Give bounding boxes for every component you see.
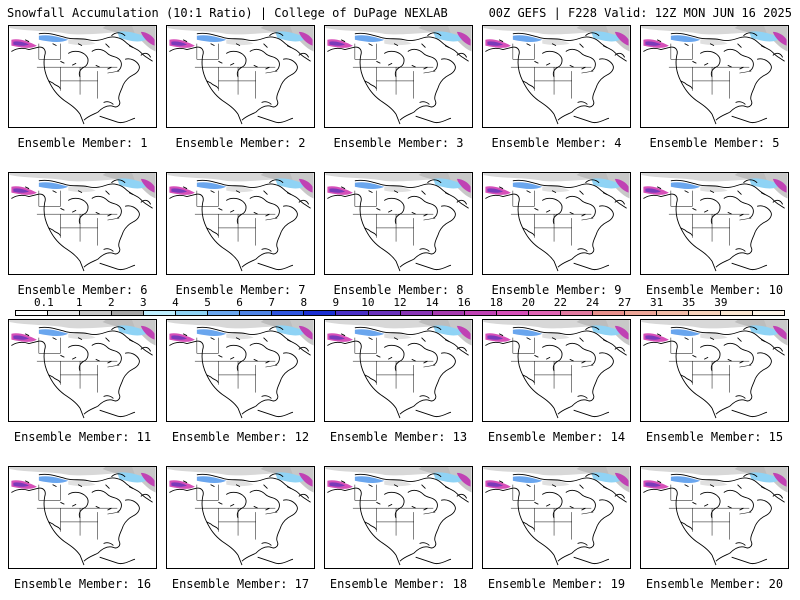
colorbar-swatch [144, 311, 177, 315]
member-label: Ensemble Member: 5 [649, 136, 780, 150]
colorbar-swatch [336, 311, 369, 315]
colorbar-swatch [624, 311, 657, 315]
colorbar-tick-label: 16 [457, 296, 471, 309]
colorbar-swatch [272, 311, 305, 315]
member-map-16 [8, 466, 157, 569]
colorbar-tick-label: 1 [75, 296, 83, 309]
colorbar-swatch [721, 311, 754, 315]
member-map-9 [482, 172, 631, 275]
colorbar-tick-label: 9 [332, 296, 340, 309]
member-label: Ensemble Member: 8 [333, 283, 464, 297]
colorbar-swatch [464, 311, 497, 315]
colorbar-swatch [753, 311, 785, 315]
member-label: Ensemble Member: 11 [13, 430, 152, 444]
member-label: Ensemble Member: 12 [171, 430, 310, 444]
member-map-17 [166, 466, 315, 569]
colorbar-tick-label: 6 [236, 296, 243, 309]
colorbar-swatch [48, 311, 81, 315]
colorbar-tick-label: 22 [553, 296, 568, 309]
colorbar-swatch [592, 311, 625, 315]
colorbar-swatch [240, 311, 273, 315]
member-label: Ensemble Member: 16 [13, 577, 152, 591]
colorbar-swatch [496, 311, 529, 315]
colorbar-tick-label: 35 [682, 296, 696, 309]
member-label: Ensemble Member: 15 [645, 430, 784, 444]
colorbar-swatch [656, 311, 689, 315]
member-map-15 [640, 319, 789, 422]
colorbar-tick-label: 12 [393, 296, 407, 309]
member-label: Ensemble Member: 9 [491, 283, 622, 297]
snowfall-colorbar [15, 310, 785, 316]
colorbar-swatch [688, 311, 722, 315]
member-label: Ensemble Member: 14 [487, 430, 626, 444]
member-map-2 [166, 25, 315, 128]
colorbar-swatch [112, 311, 145, 315]
member-map-10 [640, 172, 789, 275]
colorbar-tick-label: 31 [650, 296, 664, 309]
member-label: Ensemble Member: 13 [329, 430, 468, 444]
run-info: 00Z GEFS | F228 Valid: 12Z MON JUN 16 20… [488, 6, 792, 20]
colorbar-swatch [304, 311, 337, 315]
member-label: Ensemble Member: 3 [333, 136, 464, 150]
member-map-8 [324, 172, 473, 275]
member-map-13 [324, 319, 473, 422]
member-map-18 [324, 466, 473, 569]
colorbar-tick-label: 3 [140, 296, 147, 309]
colorbar-swatch [208, 311, 241, 315]
colorbar-swatch [368, 311, 401, 315]
map-title: Snowfall Accumulation (10:1 Ratio) | Col… [7, 6, 448, 20]
member-map-12 [166, 319, 315, 422]
colorbar-swatch [528, 311, 561, 315]
colorbar-tick-label: 5 [204, 296, 211, 309]
member-label: Ensemble Member: 2 [175, 136, 306, 150]
member-map-14 [482, 319, 631, 422]
member-label: Ensemble Member: 1 [17, 136, 148, 150]
member-map-3 [324, 25, 473, 128]
colorbar-swatch [560, 311, 593, 315]
colorbar-swatch [176, 311, 209, 315]
member-label: Ensemble Member: 19 [487, 577, 626, 591]
colorbar-tick-label: 7 [268, 296, 275, 309]
colorbar-swatch [16, 311, 49, 315]
member-map-4 [482, 25, 631, 128]
colorbar-swatch [400, 311, 433, 315]
member-map-6 [8, 172, 157, 275]
colorbar-tick-label: 18 [489, 296, 503, 309]
member-label: Ensemble Member: 4 [491, 136, 622, 150]
colorbar-tick-label: 4 [172, 296, 179, 309]
colorbar-tick-label: 8 [300, 296, 308, 309]
member-label: Ensemble Member: 10 [645, 283, 784, 297]
member-label: Ensemble Member: 20 [645, 577, 784, 591]
member-label: Ensemble Member: 7 [175, 283, 306, 297]
colorbar-tick-label: 0.1 [33, 296, 54, 309]
colorbar-tick-label: 27 [617, 296, 632, 309]
colorbar-tick-label: 39 [714, 296, 728, 309]
member-map-7 [166, 172, 315, 275]
colorbar-tick-label: 10 [361, 296, 375, 309]
colorbar-tick-label: 20 [521, 296, 535, 309]
colorbar-swatch [432, 311, 465, 315]
member-map-19 [482, 466, 631, 569]
member-map-11 [8, 319, 157, 422]
member-label: Ensemble Member: 6 [17, 283, 148, 297]
member-label: Ensemble Member: 18 [329, 577, 468, 591]
colorbar-tick-label: 2 [107, 296, 115, 309]
colorbar-tick-label: 24 [585, 296, 600, 309]
member-map-5 [640, 25, 789, 128]
member-map-1 [8, 25, 157, 128]
colorbar-swatch [80, 311, 113, 315]
member-map-20 [640, 466, 789, 569]
colorbar-tick-label: 14 [425, 296, 439, 309]
member-label: Ensemble Member: 17 [171, 577, 310, 591]
